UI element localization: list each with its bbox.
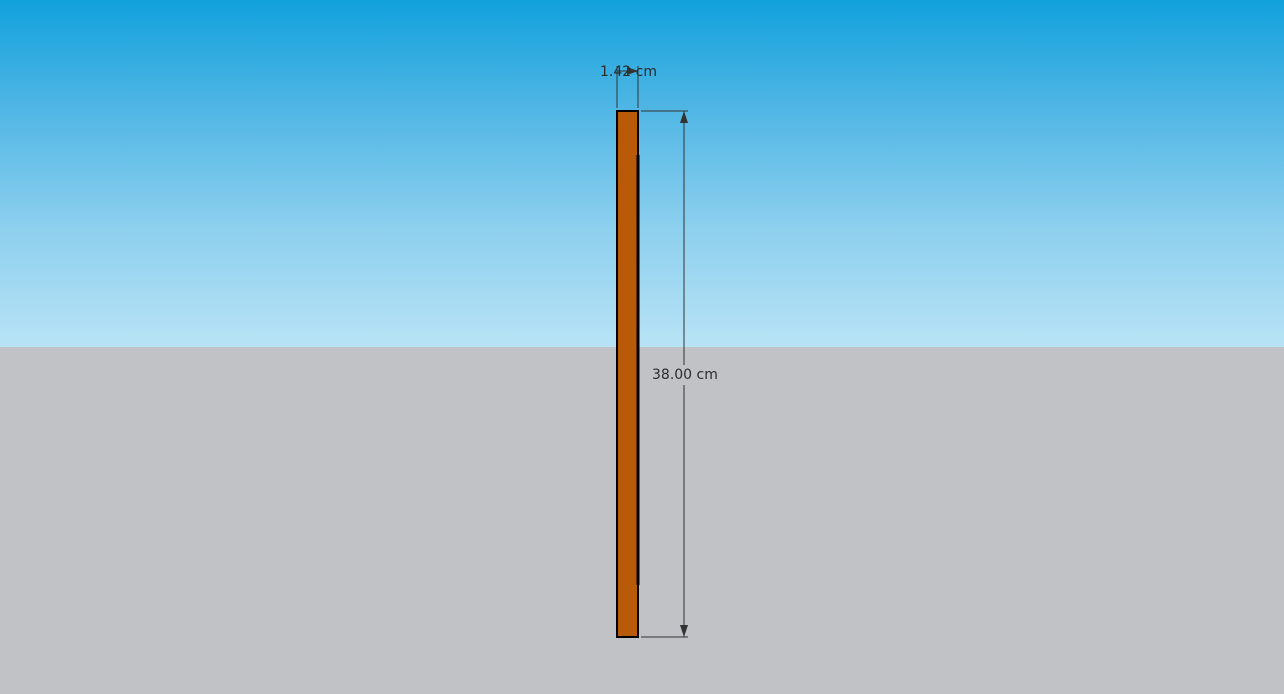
sky-background: [0, 0, 1284, 347]
height-dimension-label[interactable]: 38.00 cm: [652, 365, 718, 385]
width-dimension-label[interactable]: 1.42 cm: [600, 64, 657, 80]
width-dimension[interactable]: [616, 66, 639, 108]
ground-plane: [0, 347, 1284, 694]
board-face[interactable]: [616, 110, 639, 638]
height-arrowhead-top-icon: [680, 111, 688, 123]
height-arrowhead-bottom-icon: [680, 625, 688, 637]
board-component[interactable]: [616, 110, 640, 638]
width-arrowhead-icon: [627, 67, 638, 75]
